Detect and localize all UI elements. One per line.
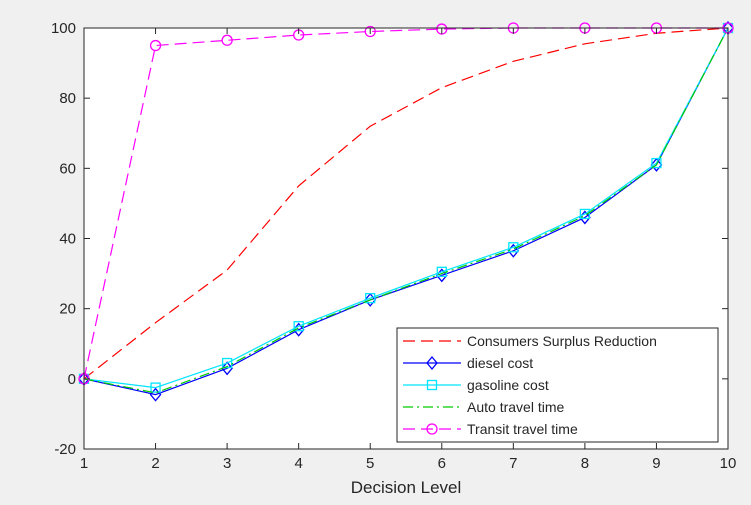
data-point-marker	[221, 357, 233, 369]
series-1	[83, 27, 729, 380]
y-tick-label: 60	[59, 160, 76, 177]
legend-marker	[426, 379, 438, 391]
data-point-marker	[150, 382, 161, 393]
y-tick-label: -20	[54, 441, 76, 458]
y-tick-label: 0	[68, 371, 76, 388]
legend-marker	[426, 355, 438, 371]
x-tick-label: 4	[294, 455, 302, 472]
data-point-marker	[579, 208, 591, 220]
x-tick-label: 3	[223, 455, 231, 472]
x-tick-label: 7	[509, 455, 517, 472]
series-layer	[78, 20, 734, 402]
x-tick-label: 8	[581, 455, 589, 472]
tick-layer: 1 2 3 4 5 6 7 8 9 10 -20 0 20 40 60 80 100	[51, 20, 736, 472]
data-point-marker	[651, 157, 662, 169]
y-tick-label: 20	[59, 301, 76, 318]
legend-label: Transit travel time	[467, 421, 578, 437]
y-tick-label: 80	[59, 90, 76, 107]
x-tick-label: 10	[720, 455, 737, 472]
x-tick-label: 2	[151, 455, 159, 472]
legend-marker	[426, 423, 438, 435]
data-point-marker	[436, 23, 448, 35]
legend-label: gasoline cost	[467, 377, 549, 393]
legend-label: diesel cost	[467, 355, 533, 371]
data-point-marker	[149, 39, 162, 52]
series-line	[83, 27, 729, 389]
x-tick-label: 9	[652, 455, 660, 472]
series-line	[83, 27, 729, 396]
x-tick-label: 5	[366, 455, 374, 472]
series-3	[78, 22, 734, 393]
data-point-marker	[221, 34, 233, 46]
data-point-marker	[365, 292, 376, 304]
legend-label: Auto travel time	[467, 399, 564, 415]
y-tick-label: 40	[59, 231, 76, 248]
y-tick-label: 100	[51, 20, 76, 37]
legend: Consumers Surplus Reduction diesel cost ga…	[396, 327, 719, 443]
data-point-marker	[650, 157, 663, 172]
x-axis-label: Decision Level	[351, 478, 462, 497]
series-4	[83, 27, 729, 394]
data-point-marker	[364, 25, 376, 38]
x-tick-label: 6	[438, 455, 446, 472]
series-line	[83, 27, 729, 394]
legend-label: Consumers Surplus Reduction	[467, 333, 657, 349]
data-point-marker	[221, 361, 233, 376]
series-line	[83, 27, 729, 380]
data-point-marker	[364, 292, 377, 307]
x-tick-label: 1	[80, 455, 88, 472]
